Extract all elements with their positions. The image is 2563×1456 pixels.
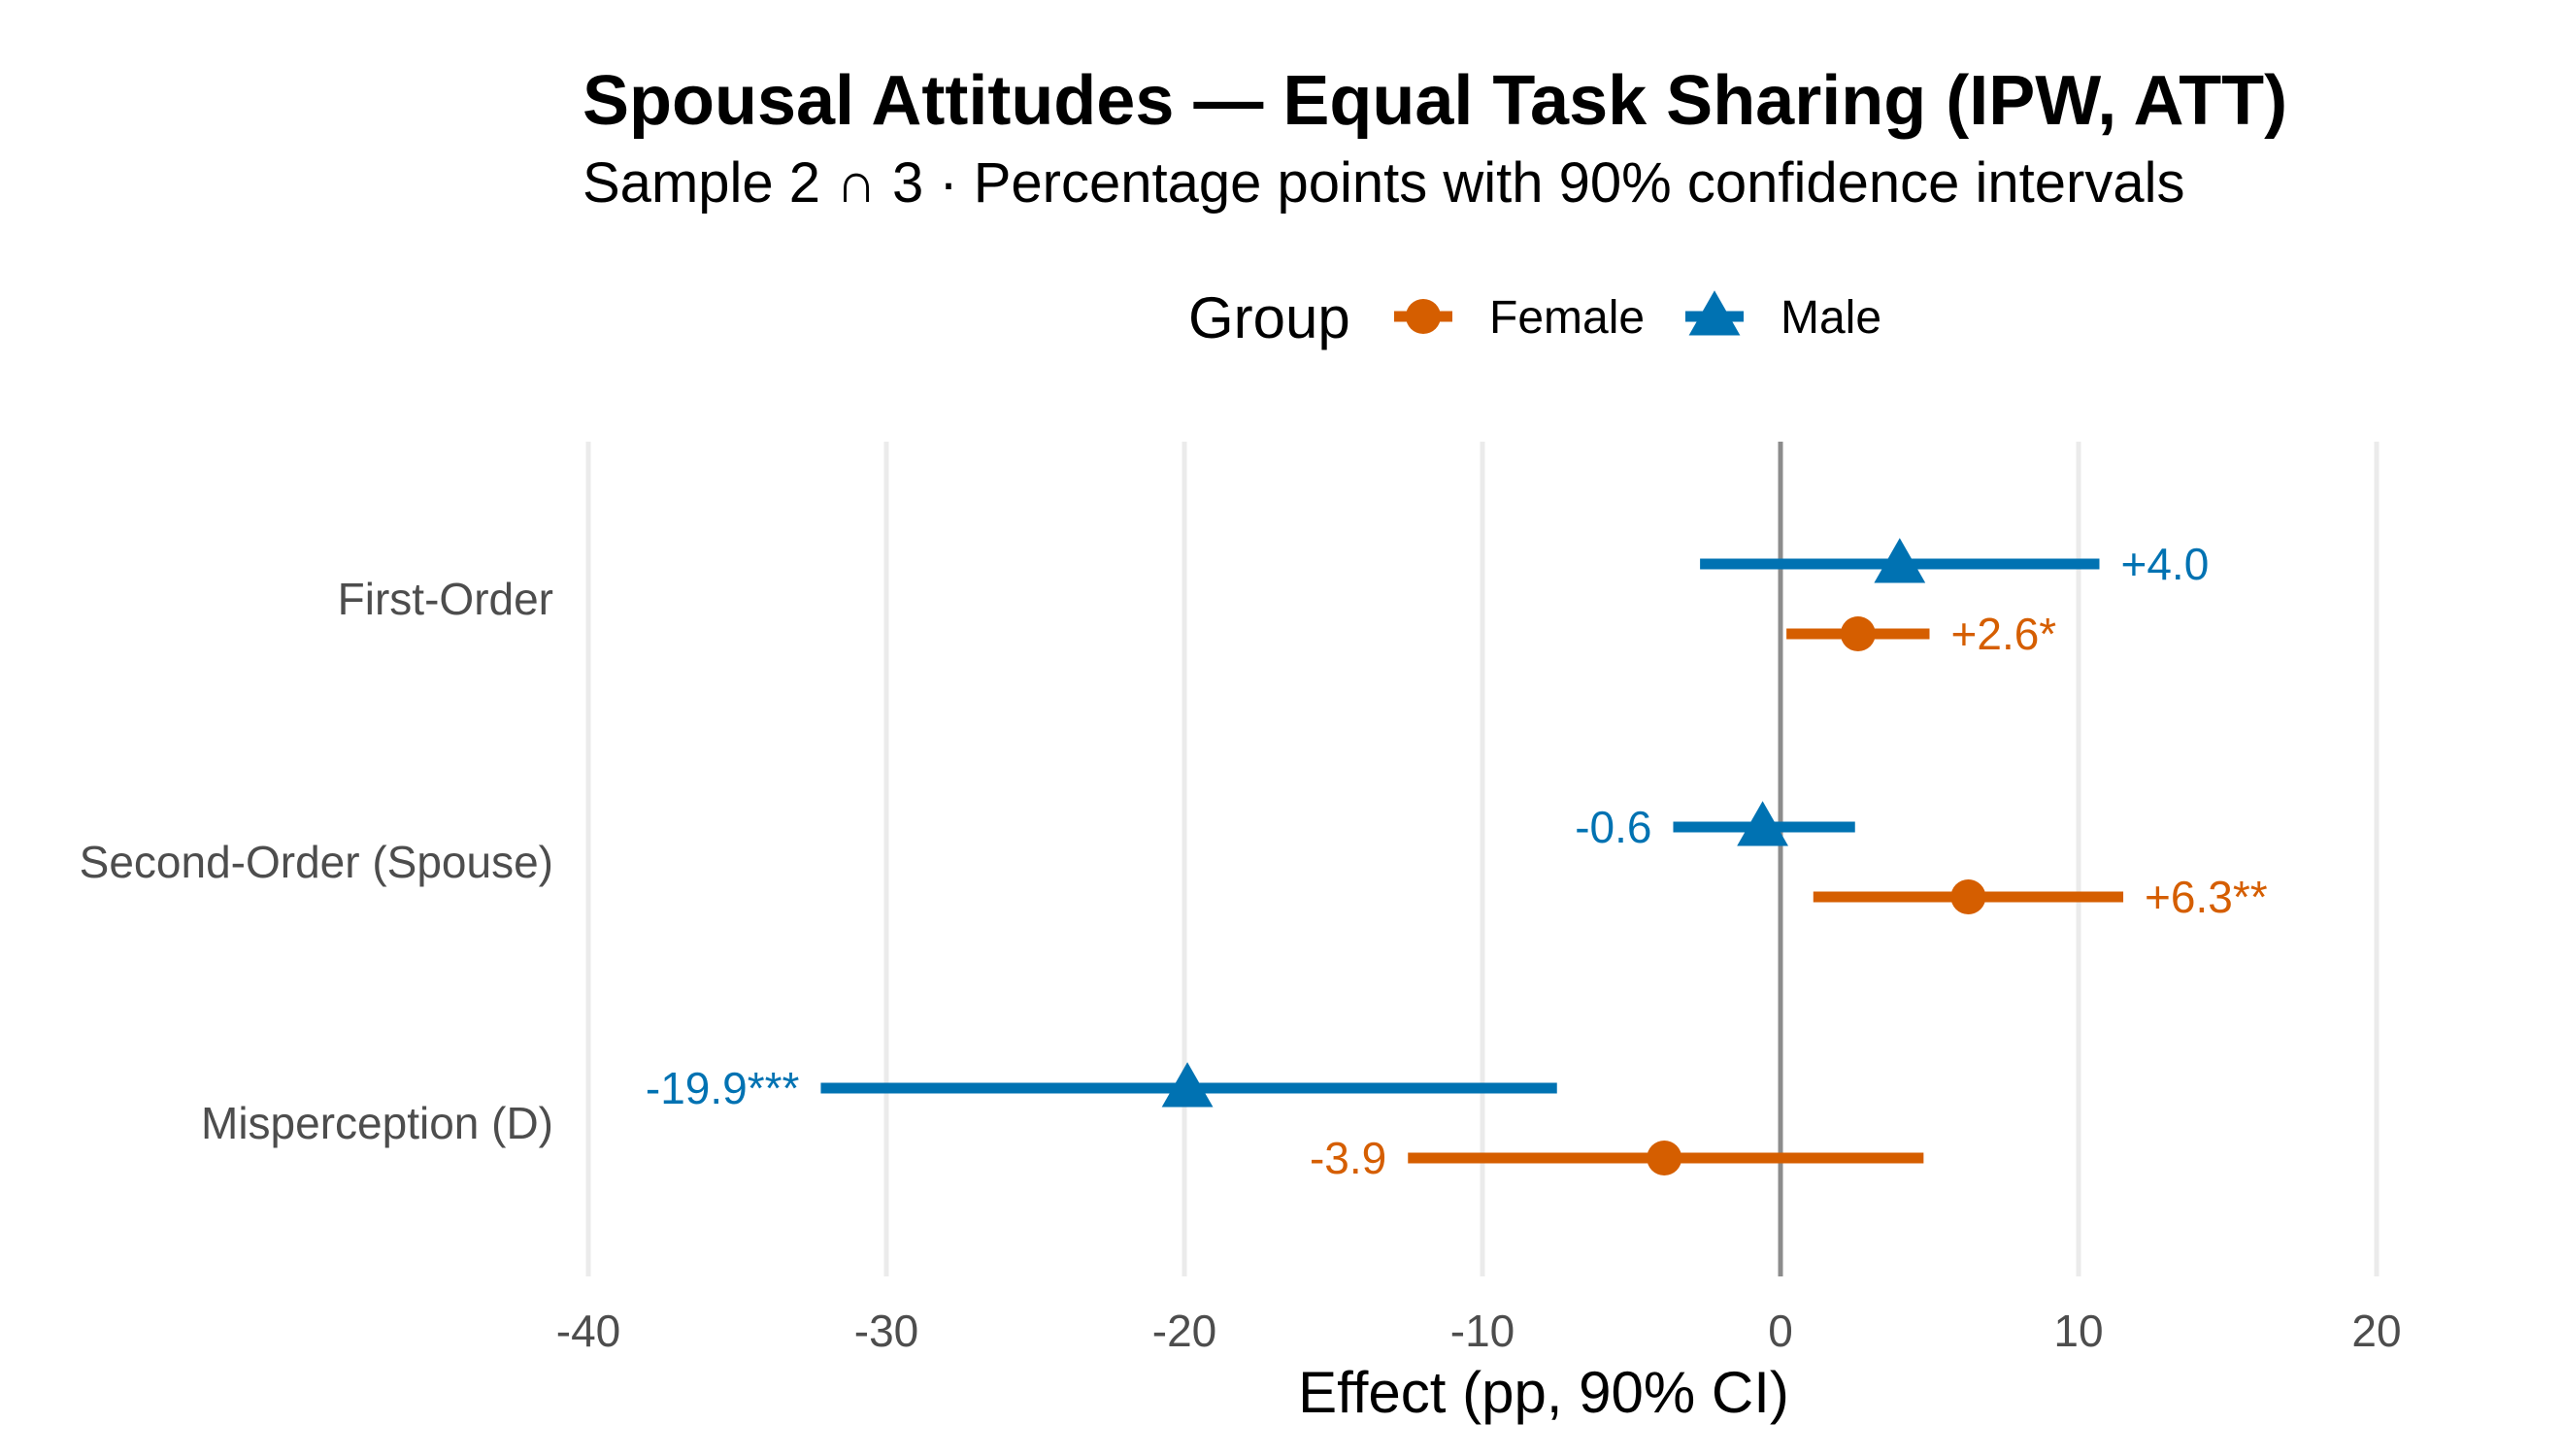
- data-marks: +4.0 -0.6 -19.9*** +2.6* +6.3** -3.9: [646, 538, 2268, 1183]
- data-label-male: -0.6: [1575, 802, 1651, 852]
- point-male: [1161, 1062, 1214, 1108]
- x-tick-label: 0: [1768, 1306, 1793, 1356]
- point-female: [1647, 1141, 1682, 1175]
- legend: Group Female Male: [1188, 285, 1881, 350]
- x-axis-title: Effect (pp, 90% CI): [1298, 1360, 1789, 1425]
- y-category-label: Misperception (D): [201, 1098, 553, 1148]
- x-tick-label: -20: [1152, 1306, 1216, 1356]
- point-male: [1737, 801, 1788, 846]
- point-female: [1950, 879, 1986, 914]
- point-female: [1840, 616, 1876, 651]
- point-male: [1874, 538, 1926, 583]
- legend-entry-female: Female: [1394, 292, 1645, 344]
- x-tick-label: 10: [2053, 1306, 2103, 1356]
- gridlines: [585, 442, 2380, 1276]
- triangle-icon: [1688, 290, 1741, 336]
- y-axis-category-labels: First-Order Second-Order (Spouse) Misperce…: [80, 574, 553, 1148]
- legend-entry-male: Male: [1685, 290, 1881, 344]
- legend-label: Female: [1489, 292, 1645, 344]
- circle-icon: [1406, 299, 1441, 334]
- chart-subtitle: Sample 2 ∩ 3 · Percentage points with 90…: [582, 151, 2184, 215]
- data-label-male: -19.9***: [646, 1063, 800, 1113]
- x-tick-label: -30: [854, 1306, 918, 1356]
- plot-area: +4.0 -0.6 -19.9*** +2.6* +6.3** -3.9: [585, 442, 2380, 1276]
- data-label-female: +6.3**: [2145, 872, 2268, 922]
- x-tick-label: -10: [1450, 1306, 1514, 1356]
- y-category-label: First-Order: [338, 574, 553, 624]
- legend-label: Male: [1781, 292, 1881, 344]
- legend-title: Group: [1188, 285, 1350, 350]
- x-tick-label: 20: [2351, 1306, 2401, 1356]
- x-axis-tick-labels: -40 -30 -20 -10 0 10 20: [556, 1306, 2402, 1356]
- chart-title: Spousal Attitudes — Equal Task Sharing (…: [582, 62, 2287, 140]
- data-label-female: +2.6*: [1951, 609, 2057, 659]
- data-label-female: -3.9: [1310, 1133, 1386, 1183]
- y-category-label: Second-Order (Spouse): [80, 837, 553, 887]
- data-label-male: +4.0: [2120, 539, 2209, 589]
- x-tick-label: -40: [556, 1306, 620, 1356]
